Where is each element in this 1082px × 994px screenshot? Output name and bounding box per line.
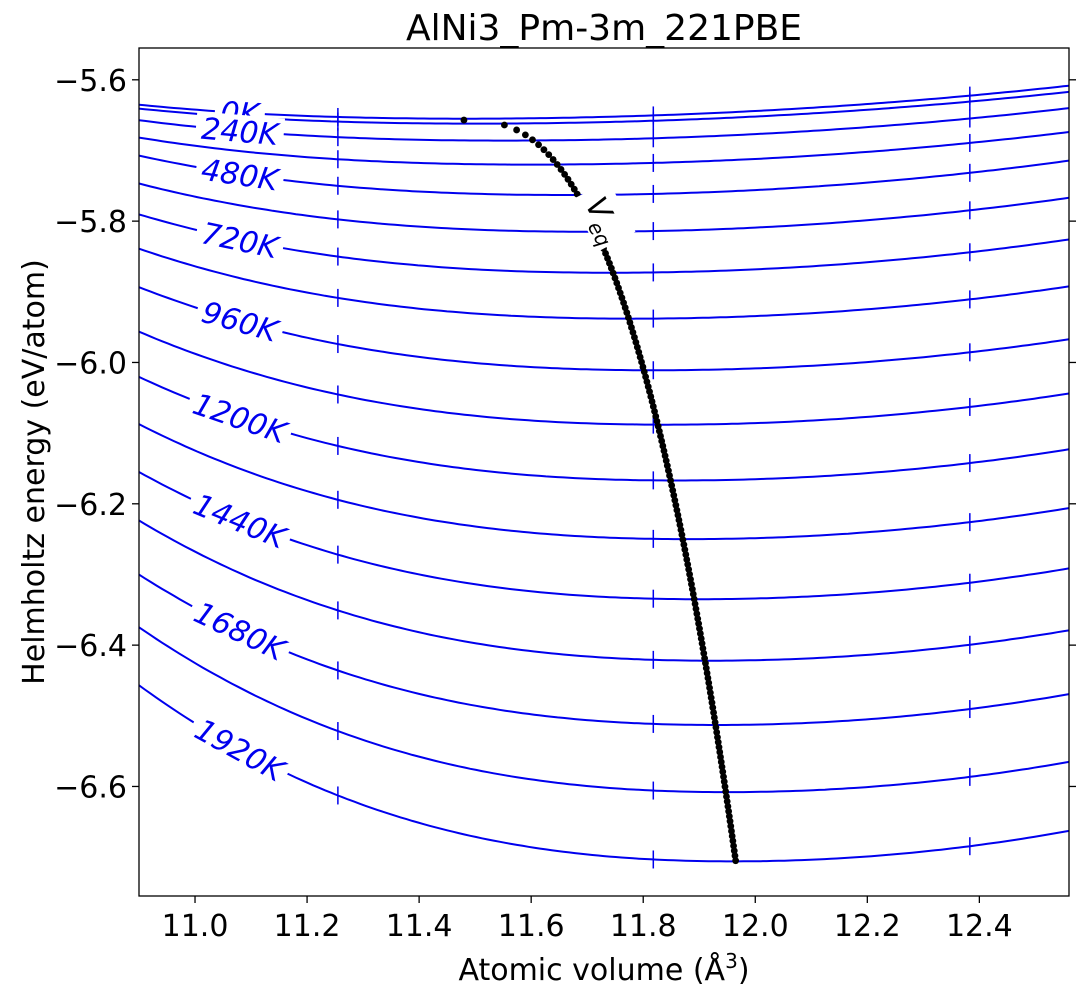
isotherm-line — [139, 84, 1069, 120]
contour-label-bg — [193, 293, 287, 349]
series-group: 0K240K480K720K960K1200K1440K1680K1920KVe… — [139, 84, 1069, 869]
x-tick-label: 11.6 — [498, 909, 565, 944]
contour-label: 240K — [194, 111, 286, 153]
contour-label-bg — [184, 485, 296, 556]
contour-label-text: 240K — [200, 112, 282, 153]
y-tick-label: −5.6 — [54, 64, 127, 99]
contour-label-text: 1200K — [188, 387, 292, 452]
equilibrium-point — [573, 190, 581, 198]
isotherm-line — [139, 471, 1069, 601]
equilibrium-point — [545, 151, 553, 159]
equilibrium-point — [557, 166, 565, 173]
y-tick-label: −6.6 — [54, 770, 127, 805]
isotherm-line — [139, 330, 1069, 426]
equilibrium-point — [564, 175, 572, 183]
x-tick-label: 11.0 — [162, 909, 229, 944]
equilibrium-point — [460, 116, 468, 124]
equilibrium-label-bg — [571, 180, 636, 252]
isotherm-line — [139, 213, 1069, 274]
equilibrium-point — [549, 156, 557, 163]
y-tick-label: −6.0 — [54, 346, 127, 381]
equilibrium-point — [513, 126, 521, 134]
equilibrium-point — [501, 121, 508, 129]
contour-label-bg — [184, 385, 296, 451]
equilibrium-point — [570, 185, 578, 193]
contour-label-text: 960K — [198, 295, 284, 350]
equilibrium-point — [540, 146, 548, 154]
contour-label-text: 720K — [198, 216, 283, 266]
x-tick-label: 12.0 — [722, 909, 789, 944]
isotherm-line — [139, 247, 1069, 320]
contour-label-bg — [184, 593, 296, 669]
contour-label: 1440K — [184, 485, 296, 557]
contour-label: 960K — [193, 293, 287, 350]
isotherm-line — [139, 90, 1069, 125]
x-tick-label: 11.8 — [610, 909, 677, 944]
isotherm-line — [139, 286, 1069, 372]
contour-label-text: 1920K — [189, 712, 292, 790]
contour-label: 1200K — [184, 385, 296, 452]
isotherm-line — [139, 423, 1069, 541]
x-tick-label: 12.2 — [834, 909, 901, 944]
x-tick-label: 12.4 — [946, 909, 1013, 944]
x-tick-label: 11.2 — [274, 909, 341, 944]
contour-label-bg — [185, 709, 295, 790]
equilibrium-point — [553, 161, 561, 168]
contour-label-text: 1440K — [188, 487, 292, 557]
equilibrium-point — [732, 857, 740, 865]
equilibrium-point — [535, 141, 542, 149]
equilibrium-point — [529, 136, 536, 144]
isotherm-line — [139, 519, 1069, 662]
isotherm-line — [139, 107, 1069, 142]
contour-label: 720K — [193, 215, 287, 267]
contour-label-bg — [194, 111, 286, 151]
y-tick-label: −6.4 — [54, 629, 127, 664]
axes: 11.0 11.2 11.4 11.6 11.8 12.0 12.2 12.4 −5.6 −5.8… — [54, 64, 1076, 944]
isotherm-line — [139, 626, 1069, 794]
y-tick-label: −6.2 — [54, 488, 127, 523]
isotherm-line — [139, 684, 1069, 863]
contour-label: 1680K — [184, 593, 296, 670]
plot-frame — [138, 47, 1070, 897]
equilibrium-point — [567, 180, 575, 188]
y-tick-label: −5.8 — [54, 205, 127, 240]
plot-area: 0K240K480K720K960K1200K1440K1680K1920KVe… — [139, 84, 1069, 869]
equilibrium-point — [521, 131, 529, 139]
isotherm-line — [139, 131, 1069, 166]
isotherm-line — [139, 375, 1069, 482]
x-tick-label: 11.4 — [386, 909, 453, 944]
contour-label-bg — [193, 215, 287, 265]
y-axis-label: Helmholtz energy (eV/atom) — [17, 259, 52, 685]
isotherm-line — [139, 573, 1069, 726]
contour-label-bg — [193, 151, 286, 197]
chart-title: AlNi3_Pm-3m_221PBE — [406, 8, 802, 49]
contour-label-text: 1680K — [188, 596, 292, 670]
contour-label: 1920K — [185, 709, 295, 790]
equilibrium-point — [561, 170, 569, 178]
contour-label: 480K — [193, 151, 286, 199]
x-axis-label: Atomic volume (Å3) — [458, 949, 749, 988]
contour-label-text: 480K — [199, 153, 283, 199]
